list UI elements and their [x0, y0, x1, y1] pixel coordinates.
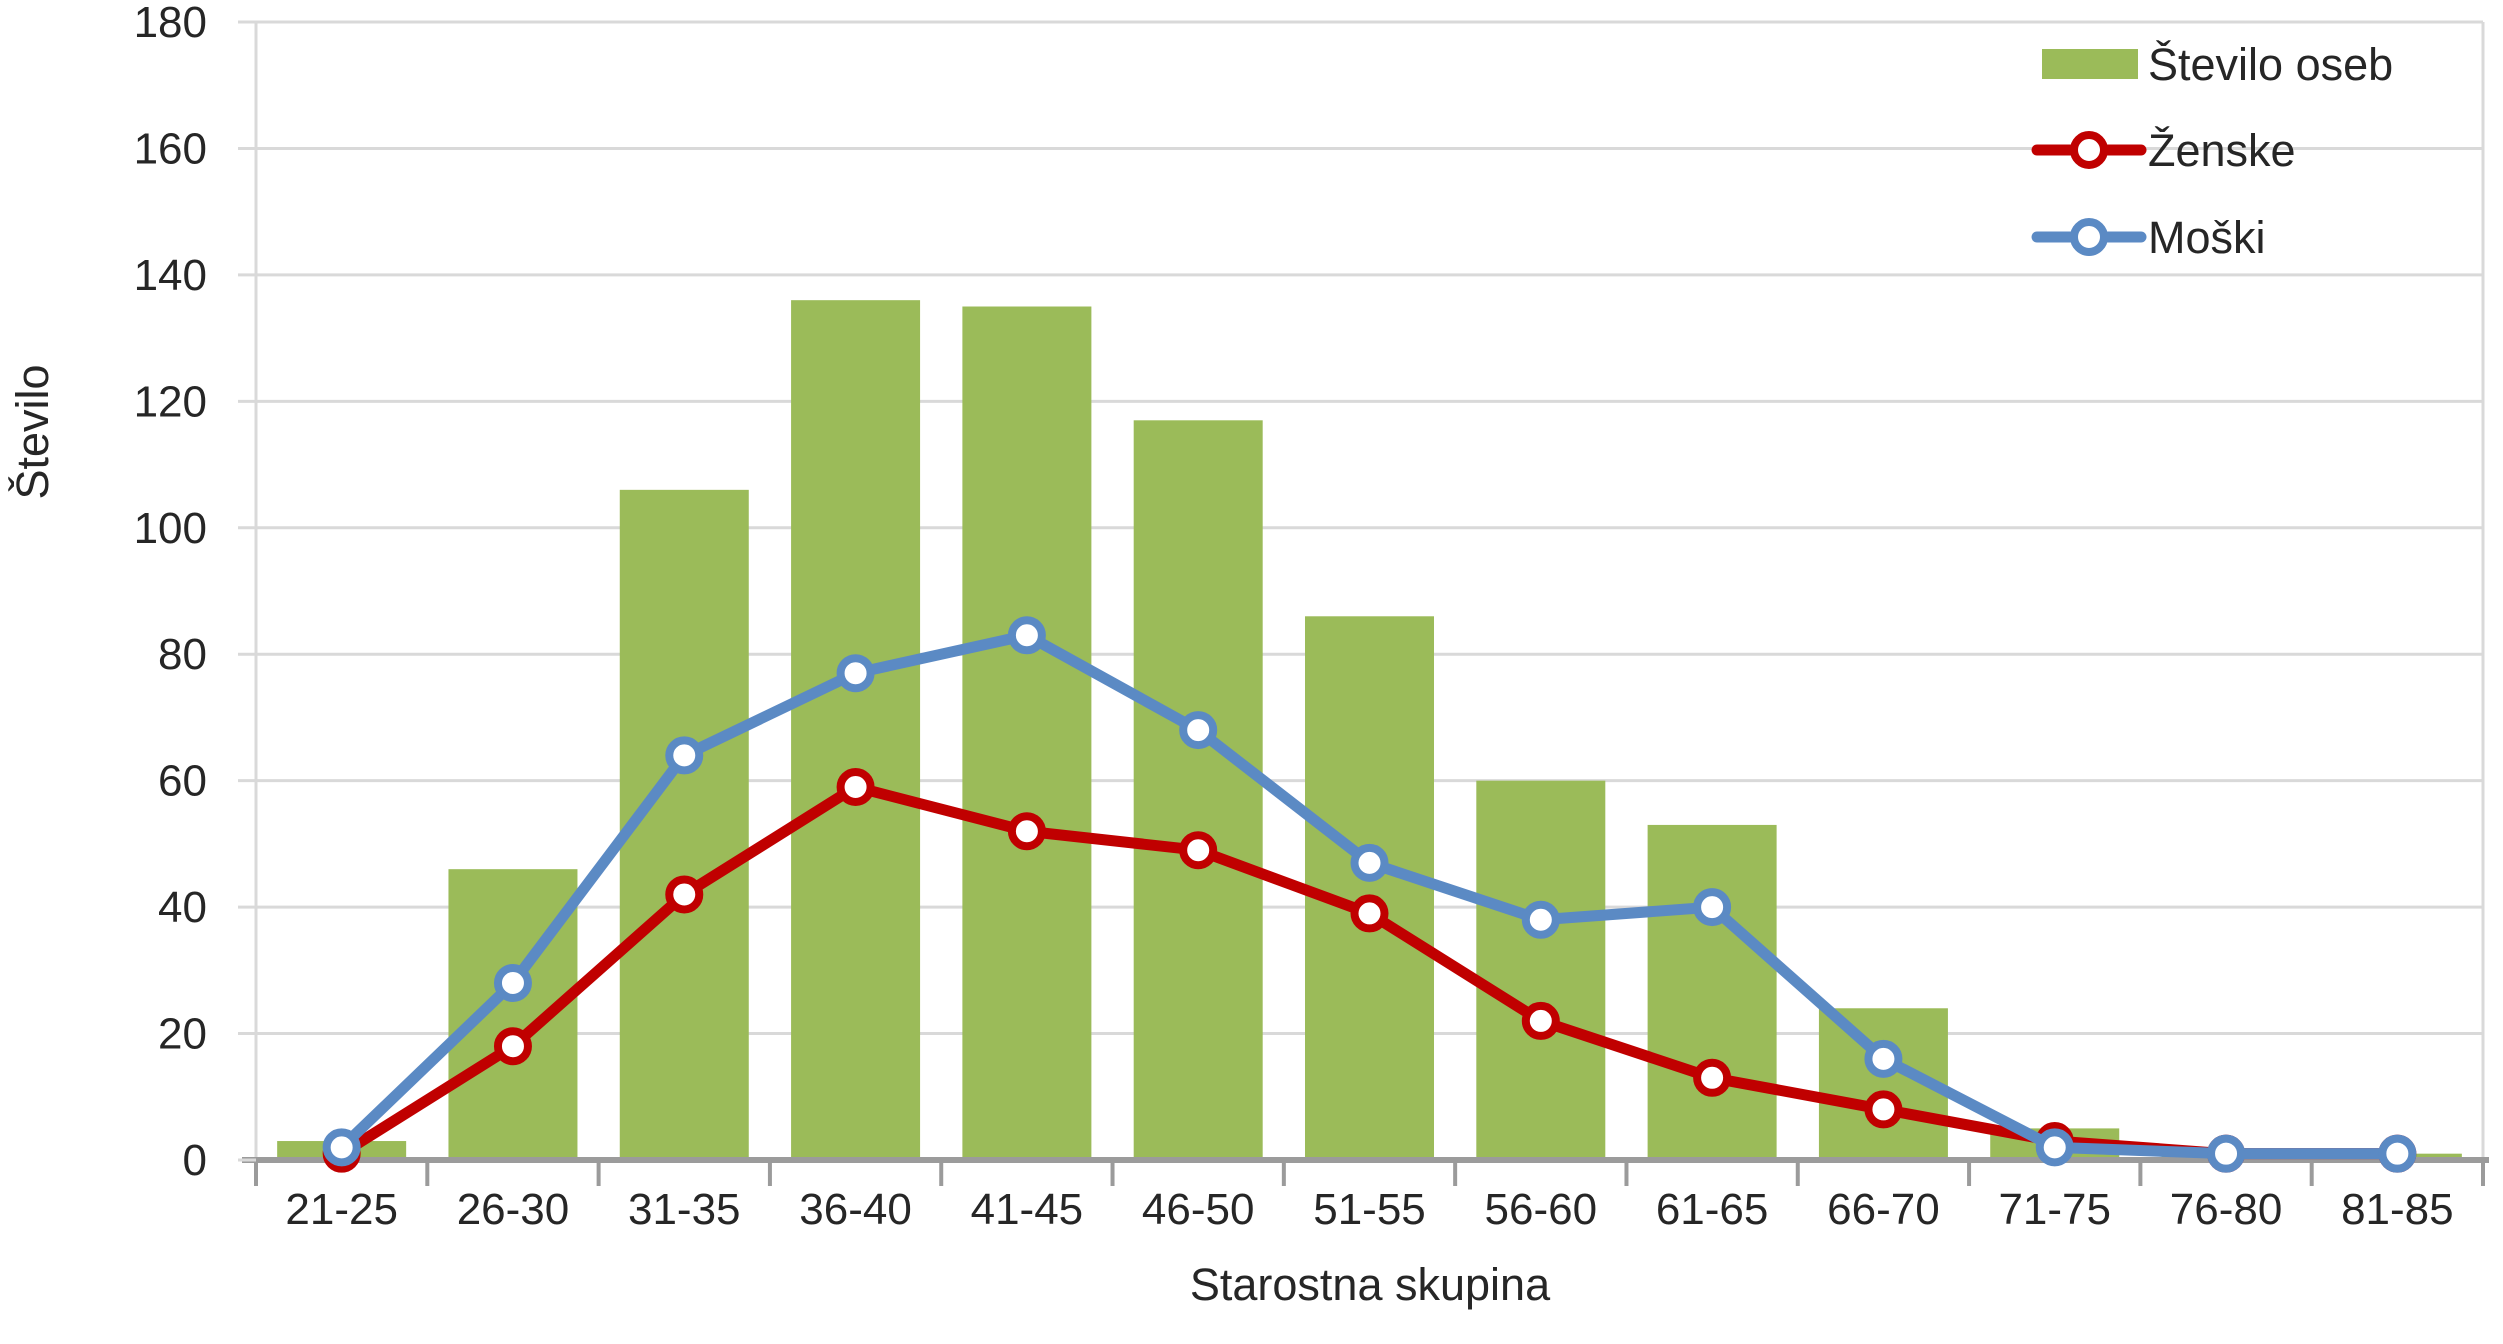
x-tick-label: 26-30: [457, 1185, 570, 1234]
moski-data-point: [1693, 888, 1732, 927]
y-tick-label: 140: [134, 251, 207, 300]
zenske-data-point: [1864, 1090, 1903, 1129]
bar: [619, 489, 749, 1160]
bar: [962, 306, 1092, 1160]
x-tick-label: 31-35: [628, 1185, 741, 1234]
y-tick-label: 180: [134, 0, 207, 47]
x-axis: 21-25 26-30 31-35 36-40 41-45 46-50 51-55 56-60…: [242, 1157, 2489, 1234]
legend-bar-swatch: [2042, 49, 2138, 79]
bar: [448, 869, 578, 1160]
bar: [1647, 824, 1777, 1160]
moski-data-point: [2207, 1134, 2246, 1173]
x-tick-label: 61-65: [1656, 1185, 1769, 1234]
x-tick-label: 41-45: [971, 1185, 1084, 1234]
y-axis-title: Število: [7, 364, 58, 499]
x-tick-label: 36-40: [799, 1185, 912, 1234]
zenske-data-point: [836, 767, 875, 806]
moski-data-point: [1350, 843, 1389, 882]
y-axis: 0 20 40 60 80 100 120 140 160 180: [134, 0, 256, 1185]
x-tick-label: 66-70: [1827, 1185, 1940, 1234]
y-tick-label: 0: [183, 1136, 207, 1185]
moski-data-point: [836, 654, 875, 693]
bar: [1305, 616, 1434, 1160]
y-tick-label: 60: [158, 757, 207, 806]
x-tick-label: 81-85: [2341, 1185, 2454, 1234]
x-tick-label: 51-55: [1313, 1185, 1426, 1234]
moski-data-point: [2035, 1128, 2074, 1167]
legend-moski-marker: [2070, 218, 2108, 256]
bar: [791, 300, 921, 1161]
x-tick-label: 56-60: [1485, 1185, 1598, 1234]
zenske-data-point: [1350, 894, 1389, 933]
x-tick-label: 76-80: [2170, 1185, 2283, 1234]
line-series-moski: [322, 616, 2417, 1173]
x-tick-label: 21-25: [285, 1185, 398, 1234]
legend-zenske-label: Ženske: [2148, 125, 2296, 176]
moski-data-point: [665, 736, 704, 775]
x-axis-title: Starostna skupina: [1190, 1259, 1551, 1310]
bar: [1476, 780, 1606, 1160]
zenske-data-point: [1179, 831, 1218, 870]
legend-moski-label: Moški: [2148, 212, 2266, 263]
y-tick-label: 100: [134, 504, 207, 553]
y-tick-label: 20: [158, 1010, 207, 1059]
legend-bar-label: Število oseb: [2148, 39, 2393, 90]
moski-data-point: [1007, 616, 1046, 655]
y-tick-label: 160: [134, 124, 207, 173]
zenske-data-point: [665, 875, 704, 914]
bar-series: [277, 300, 2462, 1161]
x-tick-label: 71-75: [1998, 1185, 2111, 1234]
zenske-data-point: [493, 1027, 532, 1066]
moski-data-point: [1521, 900, 1560, 939]
y-tick-label: 120: [134, 377, 207, 426]
y-tick-label: 40: [158, 883, 207, 932]
bar: [1133, 420, 1263, 1160]
legend-zenske-marker: [2070, 131, 2108, 169]
zenske-data-point: [1693, 1058, 1732, 1097]
y-tick-label: 80: [158, 630, 207, 679]
moski-data-point: [1179, 711, 1218, 750]
moski-data-point: [1864, 1039, 1903, 1078]
moski-data-point: [493, 963, 532, 1002]
zenske-data-point: [1521, 1001, 1560, 1040]
moski-data-point: [322, 1128, 361, 1167]
x-tick-label: 46-50: [1142, 1185, 1255, 1234]
legend: Število oseb Ženske Moški: [2031, 39, 2393, 263]
moski-data-point: [2378, 1134, 2417, 1173]
zenske-data-point: [1007, 812, 1046, 851]
